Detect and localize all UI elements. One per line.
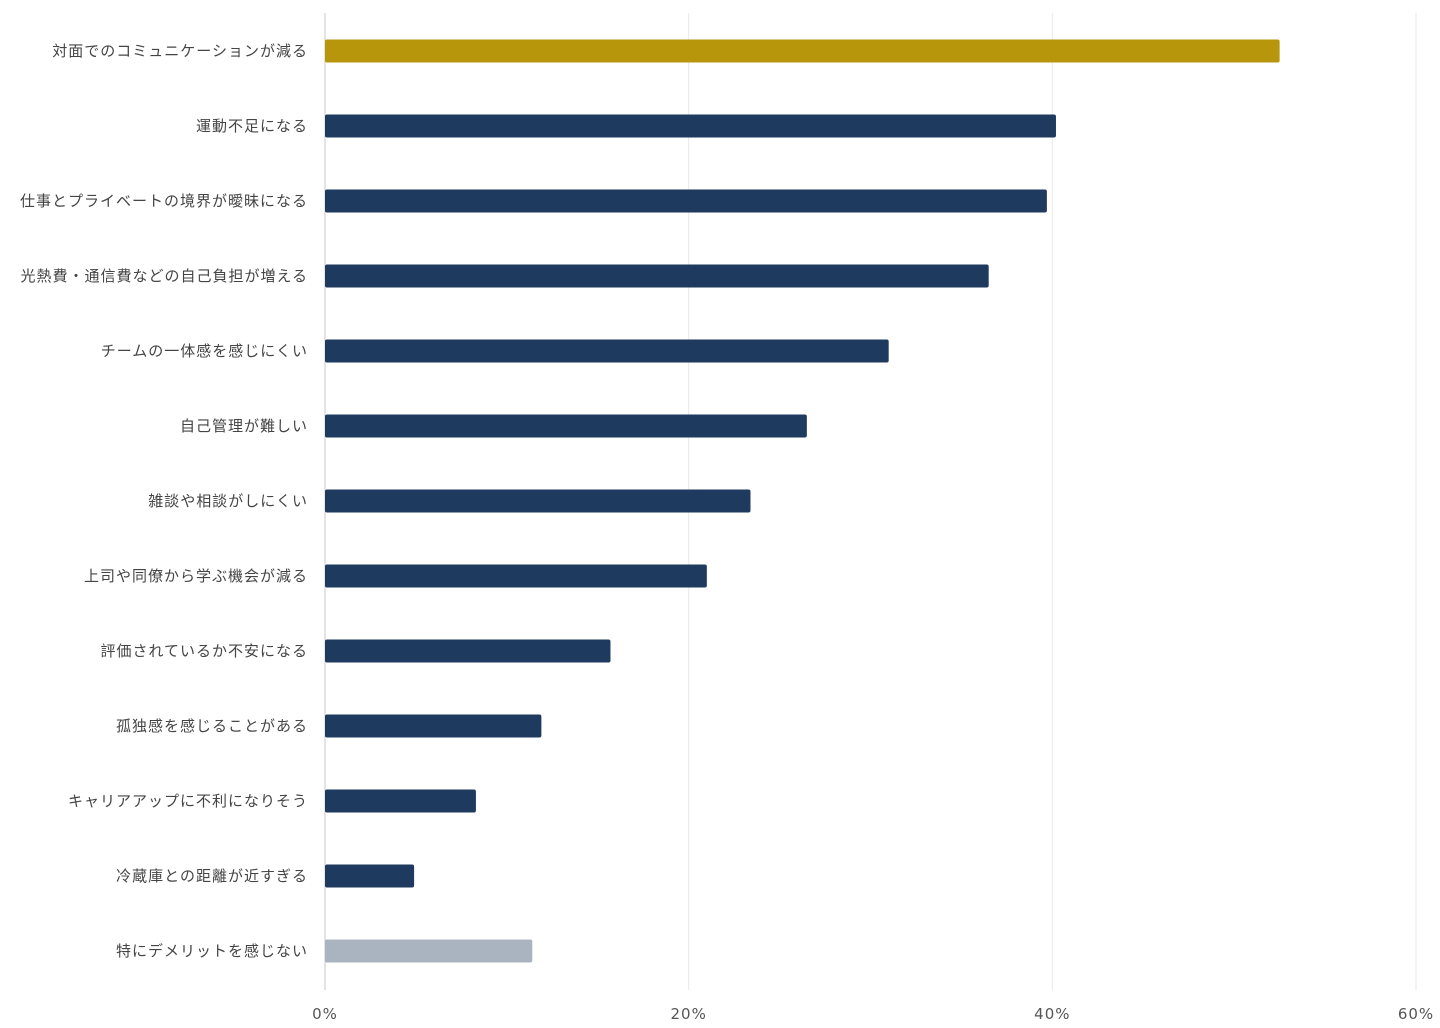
category-label: 評価されているか不安になる: [100, 642, 308, 660]
category-label: 自己管理が難しい: [180, 417, 308, 435]
bar: [325, 339, 889, 363]
bar: [325, 789, 476, 813]
category-label-layer: 対面でのコミュニケーションが減る運動不足になる仕事とプライベートの境界が曖昧にな…: [20, 42, 308, 960]
category-label: 対面でのコミュニケーションが減る: [52, 42, 308, 60]
bar: [325, 564, 707, 588]
category-label: 雑談や相談がしにくい: [148, 492, 308, 510]
bar: [325, 714, 542, 738]
x-tick-label: 20%: [670, 1005, 706, 1023]
x-tick-label: 60%: [1398, 1005, 1434, 1023]
x-tick-label: 0%: [312, 1005, 338, 1023]
bar: [325, 489, 751, 513]
category-label: 上司や同僚から学ぶ機会が減る: [84, 567, 308, 585]
bar: [325, 114, 1056, 138]
bar: [325, 189, 1047, 213]
bar: [325, 264, 989, 288]
category-label: チームの一体感を感じにくい: [101, 342, 308, 360]
category-label: 仕事とプライベートの境界が曖昧になる: [20, 192, 308, 210]
category-label: 特にデメリットを感じない: [116, 942, 308, 960]
x-tick-layer: 0% 20% 40% 60%: [312, 1005, 1434, 1023]
category-label: 運動不足になる: [196, 117, 308, 135]
bar: [325, 864, 415, 888]
bar: [325, 39, 1280, 63]
bar: [325, 639, 611, 663]
bar-layer: [325, 39, 1280, 963]
bar: [325, 939, 533, 963]
category-label: 光熱費・通信費などの自己負担が増える: [20, 267, 308, 285]
bar: [325, 414, 807, 438]
x-tick-label: 40%: [1034, 1005, 1070, 1023]
category-label: キャリアアップに不利になりそう: [68, 792, 308, 810]
category-label: 冷蔵庫との距離が近すぎる: [116, 867, 308, 885]
category-label: 孤独感を感じることがある: [116, 717, 308, 735]
